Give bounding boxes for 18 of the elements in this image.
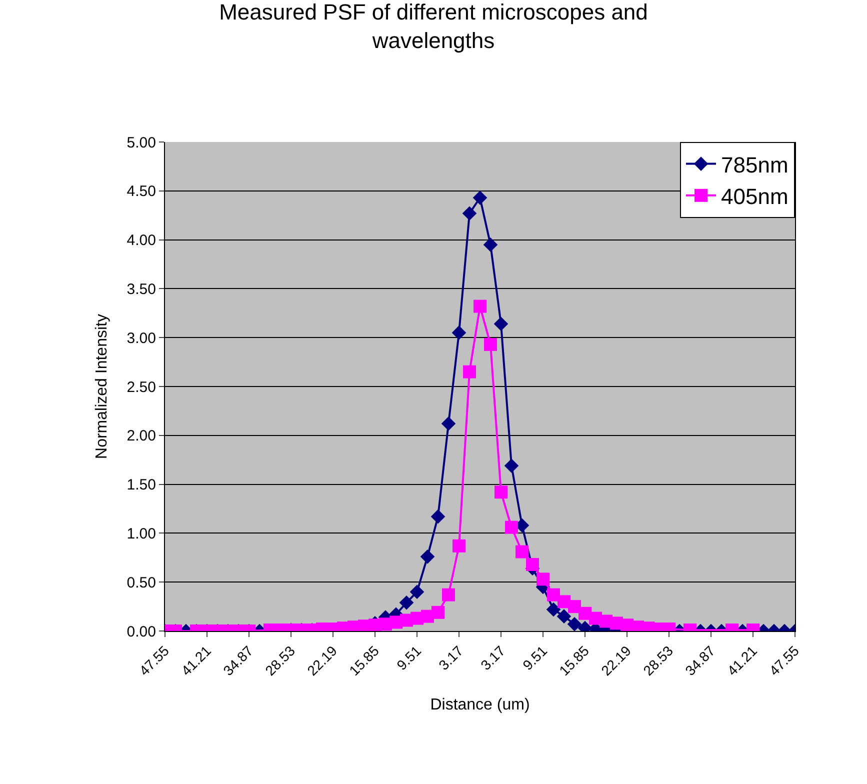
y-axis-title: Normalized Intensity (94, 314, 111, 459)
y-tick-label: 4.00 (126, 232, 156, 250)
y-tick-label: 0.00 (126, 623, 156, 640)
y-tick-label: 3.50 (126, 280, 156, 298)
y-tick-label: 2.00 (126, 428, 156, 445)
y-tick-label: 2.50 (126, 378, 156, 396)
chart-title: Measured PSF of different microscopes and wavelengths (219, 0, 648, 54)
y-tick-label: 0.50 (126, 574, 156, 592)
x-tick-label: 9.51 (519, 642, 550, 674)
x-axis-title: Distance (um) (430, 696, 530, 714)
y-tick-label: 1.00 (126, 525, 156, 542)
y-tick-label: 4.50 (126, 183, 156, 200)
y-tick-label: 1.50 (126, 476, 156, 494)
legend-label: 405nm (721, 184, 788, 209)
y-tick-label: 3.00 (126, 330, 156, 347)
legend-label: 785nm (721, 152, 788, 178)
y-tick-label: 5.00 (126, 134, 156, 152)
x-tick-label: 9.51 (393, 642, 424, 674)
